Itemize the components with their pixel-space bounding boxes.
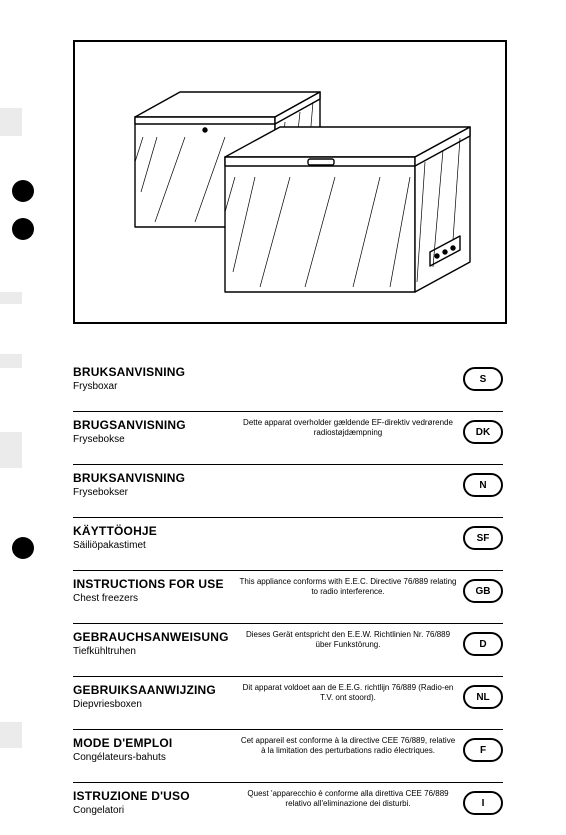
language-row: BRUGSANVISNING Frysebokse Dette apparat …	[73, 418, 503, 456]
language-subtitle: Frysebokse	[73, 434, 233, 445]
scan-artifact	[0, 722, 22, 748]
language-subtitle: Frysboxar	[73, 381, 233, 392]
language-title: MODE D'EMPLOI	[73, 736, 233, 750]
language-title: ISTRUZIONE D'USO	[73, 789, 233, 803]
language-subtitle: Chest freezers	[73, 593, 233, 604]
language-row: BRUKSANVISNING Frysboxar S	[73, 365, 503, 403]
language-subtitle: Congélateurs-bahuts	[73, 752, 233, 763]
scan-artifact	[0, 354, 22, 368]
language-title: GEBRAUCHSANWEISUNG	[73, 630, 233, 644]
divider	[73, 570, 503, 571]
country-badge: F	[463, 738, 503, 762]
scan-artifact	[0, 292, 22, 304]
divider	[73, 782, 503, 783]
language-title: GEBRUIKSAANWIJZING	[73, 683, 233, 697]
language-row: KÄYTTÖOHJE Säiliöpakastimet SF	[73, 524, 503, 562]
language-title: KÄYTTÖOHJE	[73, 524, 233, 538]
divider	[73, 676, 503, 677]
language-row: GEBRAUCHSANWEISUNG Tiefkühltruhen Dieses…	[73, 630, 503, 668]
freezers-svg	[75, 42, 505, 322]
language-title: BRUKSANVISNING	[73, 365, 233, 379]
language-note: This appliance conforms with E.E.C. Dire…	[233, 577, 463, 596]
divider	[73, 411, 503, 412]
country-badge: DK	[463, 420, 503, 444]
language-title: BRUKSANVISNING	[73, 471, 233, 485]
scan-artifact	[0, 108, 22, 136]
language-note: Quest 'apparecchio è conforme alla diret…	[233, 789, 463, 808]
country-badge: GB	[463, 579, 503, 603]
country-badge: N	[463, 473, 503, 497]
language-row: BRUKSANVISNING Frysebokser N	[73, 471, 503, 509]
divider	[73, 623, 503, 624]
punch-hole-icon	[12, 218, 34, 240]
language-row: INSTRUCTIONS FOR USE Chest freezers This…	[73, 577, 503, 615]
scan-artifact	[0, 432, 22, 468]
product-illustration	[73, 40, 507, 324]
language-subtitle: Congelatori	[73, 805, 233, 816]
language-row: MODE D'EMPLOI Congélateurs-bahuts Cet ap…	[73, 736, 503, 774]
language-note: Dieses Gerät entspricht den E.E.W. Richt…	[233, 630, 463, 649]
country-badge: NL	[463, 685, 503, 709]
divider	[73, 729, 503, 730]
language-note: Dette apparat overholder gældende EF-dir…	[233, 418, 463, 437]
language-note: Dit apparat voldoet aan de E.E.G. richtl…	[233, 683, 463, 702]
country-badge: S	[463, 367, 503, 391]
language-subtitle: Diepvriesboxen	[73, 699, 233, 710]
country-badge: D	[463, 632, 503, 656]
language-subtitle: Frysebokser	[73, 487, 233, 498]
country-badge: SF	[463, 526, 503, 550]
language-title: INSTRUCTIONS FOR USE	[73, 577, 233, 591]
punch-hole-icon	[12, 180, 34, 202]
language-note: Cet appareil est conforme à la directive…	[233, 736, 463, 755]
freezer-large-icon	[225, 127, 470, 292]
divider	[73, 464, 503, 465]
language-subtitle: Tiefkühltruhen	[73, 646, 233, 657]
language-row: GEBRUIKSAANWIJZING Diepvriesboxen Dit ap…	[73, 683, 503, 721]
document-page: BRUKSANVISNING Frysboxar S BRUGSANVISNIN…	[0, 0, 566, 800]
language-subtitle: Säiliöpakastimet	[73, 540, 233, 551]
language-row: ISTRUZIONE D'USO Congelatori Quest 'appa…	[73, 789, 503, 827]
punch-hole-icon	[12, 537, 34, 559]
language-section-list: BRUKSANVISNING Frysboxar S BRUGSANVISNIN…	[73, 365, 503, 835]
country-badge: I	[463, 791, 503, 815]
language-title: BRUGSANVISNING	[73, 418, 233, 432]
divider	[73, 517, 503, 518]
